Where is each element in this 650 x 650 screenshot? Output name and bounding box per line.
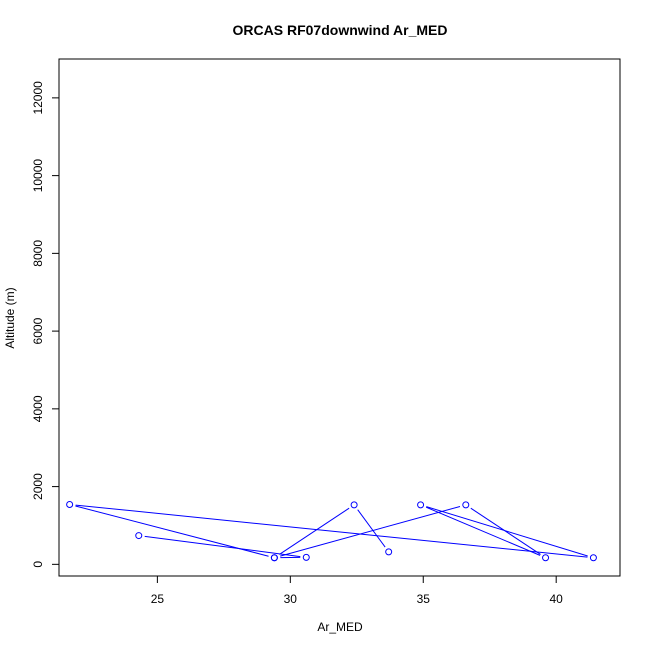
data-point [302, 553, 310, 561]
chart-title: ORCAS RF07downwind Ar_MED [233, 22, 448, 38]
series-line-segment [279, 507, 350, 555]
data-point [542, 554, 550, 562]
y-axis: 0 2000 4000 6000 8000 10000 12000 [31, 81, 59, 568]
y-tick-label: 4000 [31, 395, 45, 422]
data-point [66, 500, 74, 508]
x-tick-label: 25 [151, 592, 165, 606]
y-tick-label: 8000 [31, 240, 45, 267]
x-tick-label: 40 [550, 592, 564, 606]
y-tick-label: 2000 [31, 473, 45, 500]
y-axis-label: Altitude (m) [3, 287, 17, 348]
y-tick-label: 10000 [31, 159, 45, 193]
series-line-segment [280, 505, 461, 557]
x-tick-label: 35 [417, 592, 431, 606]
series-line-segment [426, 506, 588, 557]
x-axis: 25 30 35 40 [151, 576, 563, 606]
data-point [270, 554, 278, 562]
series-line-segment [75, 505, 269, 557]
data-point [350, 501, 358, 509]
y-tick-label: 6000 [31, 317, 45, 344]
series-lines [75, 504, 588, 559]
data-point [417, 501, 425, 509]
series-line-segment [357, 509, 386, 548]
series-points [66, 500, 597, 562]
data-point [135, 532, 143, 540]
x-axis-label: Ar_MED [317, 620, 363, 634]
data-point [385, 548, 393, 556]
plot-frame [58, 58, 621, 577]
series-line-segment [425, 506, 541, 556]
y-tick-label: 0 [31, 561, 45, 568]
x-tick-label: 30 [284, 592, 298, 606]
data-point [589, 554, 597, 562]
series-line-segment [75, 504, 588, 558]
data-point [462, 501, 470, 509]
series-line-segment [144, 535, 301, 558]
y-tick-label: 12000 [31, 81, 45, 115]
